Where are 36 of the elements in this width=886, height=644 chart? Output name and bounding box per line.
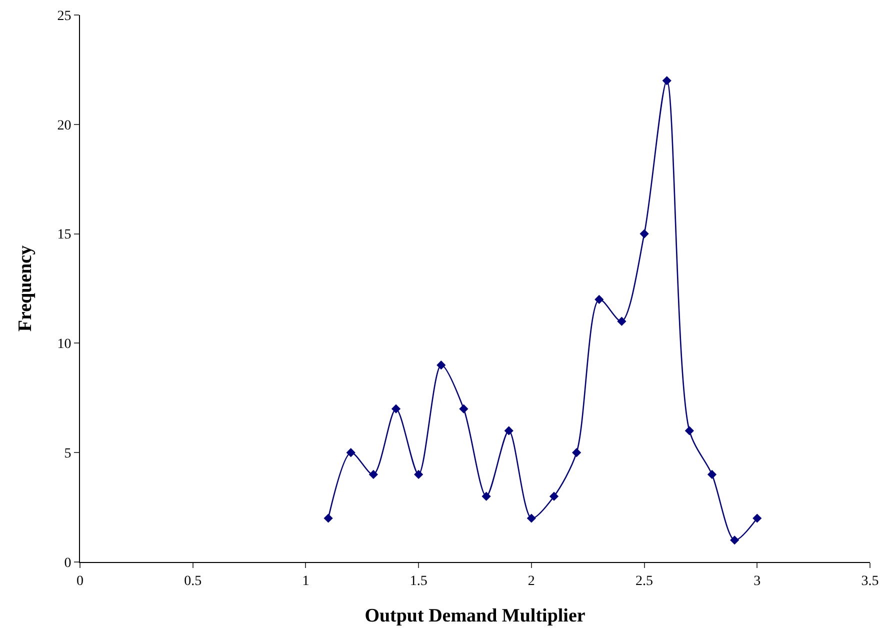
- x-tick-label: 3: [754, 574, 761, 589]
- point: [617, 316, 626, 326]
- point: [526, 514, 536, 523]
- point: [459, 404, 468, 414]
- x-tick-label: 3.5: [861, 574, 879, 589]
- point: [368, 470, 378, 480]
- point: [549, 492, 559, 501]
- y-tick-label: 25: [57, 8, 72, 24]
- y-tick-label: 10: [57, 337, 72, 352]
- point: [346, 448, 356, 458]
- x-tick-label: 1.5: [410, 574, 428, 589]
- point: [324, 514, 333, 523]
- point: [436, 360, 446, 370]
- y-axis-title: Frequency: [15, 244, 36, 332]
- point: [391, 404, 401, 414]
- y-tick-label: 0: [64, 556, 72, 571]
- y-tick-label: 20: [57, 118, 72, 134]
- x-tick-label: 2: [528, 574, 535, 589]
- x-tick-label: 2.5: [636, 574, 654, 589]
- point: [640, 229, 649, 238]
- point: [504, 426, 514, 436]
- point: [414, 470, 424, 480]
- x-tick-label: 1: [302, 574, 310, 589]
- x-tick-label: 0: [76, 574, 84, 589]
- point: [662, 76, 672, 86]
- point: [730, 536, 740, 545]
- point: [752, 514, 762, 523]
- point: [594, 294, 604, 304]
- point: [572, 448, 582, 458]
- point: [707, 470, 717, 480]
- y-tick-label: 5: [64, 446, 72, 462]
- point: [482, 492, 491, 501]
- y-tick-label: 15: [57, 228, 72, 243]
- x-tick-label: 0.5: [184, 574, 202, 589]
- point: [684, 426, 694, 436]
- x-axis-title: Output Demand Multiplier: [364, 606, 586, 627]
